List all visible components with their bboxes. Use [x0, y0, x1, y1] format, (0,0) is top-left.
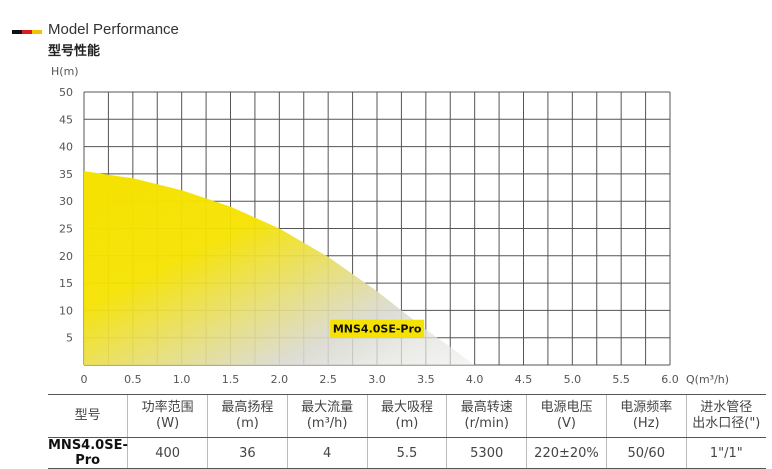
- header-cell-pipe-size: 进水管径 出水口径("): [685, 394, 766, 438]
- y-tick-label: 40: [59, 141, 73, 154]
- value-cell-frequency: 50/60: [605, 437, 687, 469]
- section-title-en: Model Performance: [48, 21, 179, 38]
- flag-stripe: [32, 30, 42, 34]
- y-tick-label: 35: [59, 168, 73, 181]
- value-cell-max-speed: 5300: [446, 437, 527, 469]
- x-tick-label: 2.0: [271, 373, 289, 386]
- x-tick-label: 5.0: [564, 373, 582, 386]
- spec-table-row: MNS4.0SE-Pro 400 36 4 5.5 5300 220±20% 5…: [48, 437, 766, 469]
- value-cell-model: MNS4.0SE-Pro: [48, 437, 128, 469]
- x-tick-label: 4.5: [515, 373, 533, 386]
- x-tick-label: 1.5: [222, 373, 240, 386]
- value-cell-max-head: 36: [207, 437, 288, 469]
- y-tick-label: 50: [59, 86, 73, 99]
- x-tick-label: 6.0: [661, 373, 679, 386]
- x-tick-label: 2.5: [319, 373, 337, 386]
- header-cell-voltage: 电源电压 (V): [526, 394, 607, 438]
- flag-icon: [12, 30, 42, 34]
- y-tick-label: 20: [59, 250, 73, 263]
- x-tick-label: 4.0: [466, 373, 484, 386]
- header-cell-max-suction: 最大吸程 (m): [366, 394, 447, 438]
- header-cell-max-speed: 最高转速 (r/min): [446, 394, 527, 438]
- series-area-mns4-0se-pro: [84, 171, 475, 365]
- x-tick-label: 0.5: [124, 373, 142, 386]
- series-tag-label: MNS4.0SE-Pro: [333, 323, 422, 336]
- section-header: Model Performance 型号性能: [12, 18, 412, 62]
- value-cell-max-suction: 5.5: [366, 437, 447, 469]
- performance-chart: 5 10 15 20 25 30 35 40 45 50 0 0.5 1.0 1.5 2.0 2.5 3.0 3.…: [51, 65, 729, 386]
- header-cell-frequency: 电源频率 (Hz): [605, 394, 687, 438]
- header-cell-power: 功率范围 (W): [127, 394, 208, 438]
- y-tick-label: 30: [59, 195, 73, 208]
- series-tag-background: [330, 319, 425, 338]
- header-cell-max-flow: 最大流量 (m³/h): [286, 394, 368, 438]
- flag-stripe: [12, 30, 22, 34]
- header-cell-max-head: 最高扬程 (m): [207, 394, 288, 438]
- x-tick-label: 5.5: [612, 373, 630, 386]
- x-axis-label: Q(m³/h): [686, 373, 729, 386]
- y-tick-label: 45: [59, 113, 73, 126]
- x-tick-label: 1.0: [173, 373, 191, 386]
- value-cell-voltage: 220±20%: [526, 437, 607, 469]
- y-tick-label: 5: [66, 332, 73, 345]
- y-tick-label: 25: [59, 223, 73, 236]
- y-tick-label: 15: [59, 277, 73, 290]
- section-title-cn: 型号性能: [48, 44, 101, 59]
- x-tick-label: 3.0: [368, 373, 386, 386]
- spec-table-header-row: 型号 功率范围 (W) 最高扬程 (m) 最大流量 (m³/h) 最大吸程 (m) 最高…: [48, 394, 766, 438]
- spec-table: 型号 功率范围 (W) 最高扬程 (m) 最大流量 (m³/h) 最大吸程 (m) 最高…: [48, 394, 766, 469]
- flag-stripe: [22, 30, 32, 34]
- y-axis-label: H(m): [51, 65, 79, 78]
- x-tick-label: 0: [81, 373, 88, 386]
- x-tick-label: 3.5: [417, 373, 435, 386]
- value-cell-max-flow: 4: [286, 437, 368, 469]
- value-cell-pipe-size: 1"/1": [685, 437, 766, 469]
- value-cell-power: 400: [127, 437, 208, 469]
- y-tick-label: 10: [59, 304, 73, 317]
- header-cell-model: 型号: [48, 394, 128, 438]
